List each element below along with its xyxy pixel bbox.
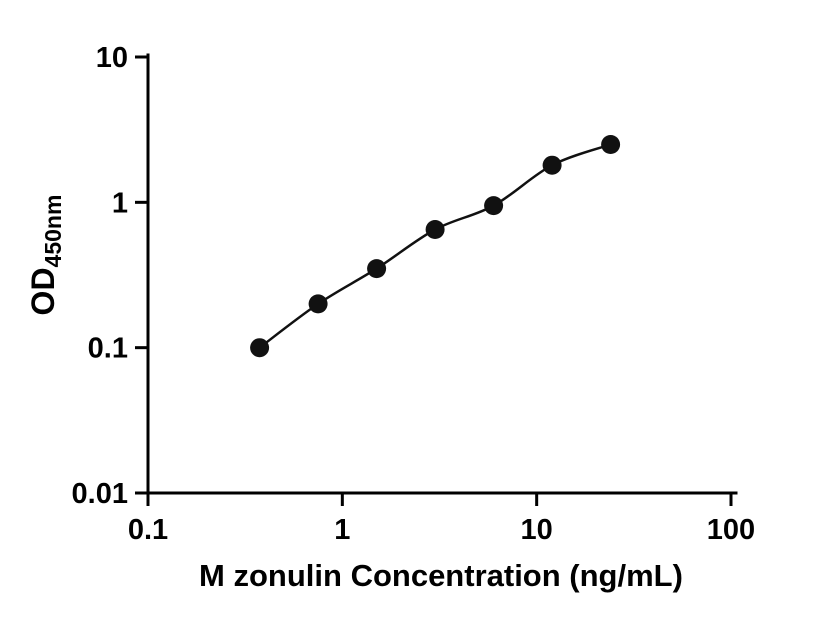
y-axis-title-sub: 450nm bbox=[40, 195, 66, 268]
x-axis-title: M zonulin Concentration (ng/mL) bbox=[199, 558, 683, 593]
x-tick-label: 1 bbox=[334, 514, 350, 546]
plot-series bbox=[250, 135, 621, 358]
x-tick-label: 0.1 bbox=[128, 514, 168, 546]
data-point-marker bbox=[425, 220, 445, 239]
fit-curve bbox=[258, 143, 612, 349]
data-point-marker bbox=[484, 196, 504, 216]
data-point-marker bbox=[308, 294, 328, 314]
y-tick-label: 10 bbox=[96, 42, 128, 74]
data-point-marker bbox=[601, 135, 621, 154]
y-tick-label: 0.1 bbox=[88, 333, 128, 365]
data-point-marker bbox=[250, 338, 270, 358]
y-tick-label: 1 bbox=[112, 187, 128, 219]
y-axis-title-main: OD bbox=[25, 267, 61, 315]
data-point-marker bbox=[542, 155, 562, 175]
y-tick-label: 0.01 bbox=[72, 478, 128, 510]
data-point-marker bbox=[367, 259, 387, 279]
x-tick-label: 10 bbox=[521, 514, 553, 546]
x-tick-label: 100 bbox=[707, 514, 755, 546]
y-axis-title: OD450nm bbox=[25, 195, 66, 316]
axes bbox=[146, 53, 738, 495]
